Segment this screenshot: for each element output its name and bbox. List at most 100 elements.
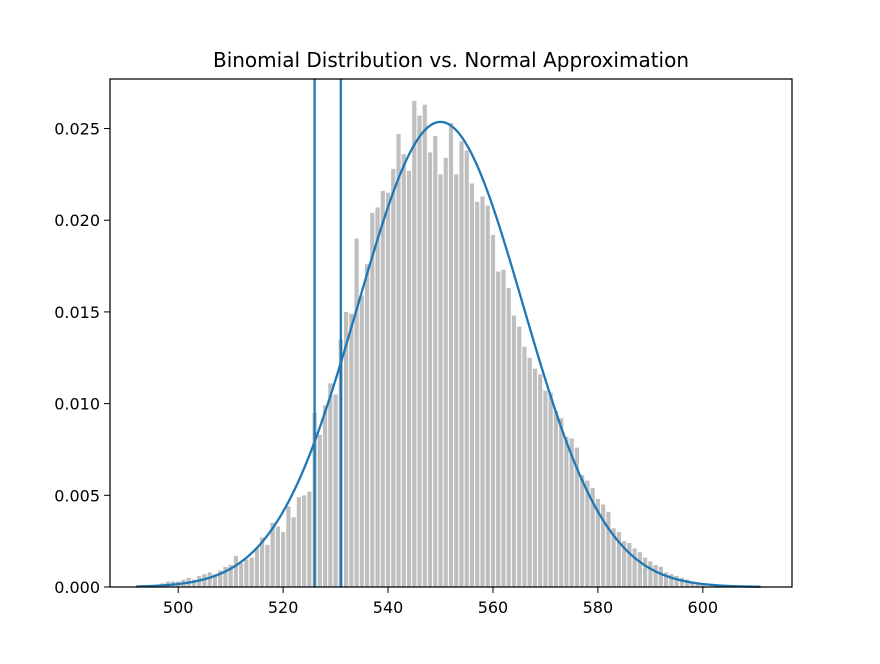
histogram-bar — [254, 548, 259, 587]
histogram-bar — [622, 541, 627, 587]
histogram-bar — [538, 374, 543, 587]
chart-title: Binomial Distribution vs. Normal Approxi… — [213, 48, 689, 72]
histogram-bar — [616, 531, 621, 587]
y-tick-label: 0.015 — [54, 303, 100, 322]
histogram-bar — [480, 196, 485, 587]
histogram-bar — [218, 570, 223, 587]
histogram-bar — [548, 392, 553, 587]
histogram-bar — [511, 315, 517, 587]
y-tick-label: 0.005 — [54, 486, 100, 505]
histogram-bar — [522, 346, 527, 587]
histogram-bar — [249, 557, 254, 587]
histogram-bar — [674, 576, 679, 587]
histogram-bar — [637, 552, 642, 587]
histogram-bar — [585, 480, 590, 587]
histogram-bar — [233, 555, 239, 587]
histogram-bar — [595, 498, 600, 587]
histogram-bar — [417, 115, 422, 588]
histogram-bar — [328, 383, 333, 587]
histogram-bar — [239, 563, 244, 587]
histogram-bar — [601, 504, 606, 587]
bars-layer — [160, 101, 705, 588]
y-tick-label: 0.020 — [54, 211, 100, 230]
histogram-bar — [574, 447, 580, 587]
histogram-bar — [359, 295, 364, 587]
vertical-lines-layer — [313, 79, 342, 587]
x-tick-label: 560 — [478, 598, 509, 617]
histogram-bar — [286, 506, 291, 587]
histogram-bar — [228, 564, 233, 587]
histogram-bar — [564, 436, 569, 587]
histogram-bar — [202, 574, 207, 587]
histogram-bar — [391, 168, 396, 588]
histogram-bar — [438, 174, 443, 588]
histogram-bar — [354, 238, 359, 588]
histogram-bar — [648, 561, 653, 587]
histogram-bar — [695, 583, 700, 587]
y-tick-label: 0.000 — [54, 578, 100, 597]
curve-layer — [136, 120, 761, 588]
histogram-bar — [375, 207, 380, 587]
histogram-bar — [422, 104, 427, 588]
histogram-bar — [385, 192, 391, 587]
x-tick-label: 600 — [688, 598, 719, 617]
histogram-bar — [653, 564, 658, 587]
histogram-bar — [364, 264, 370, 587]
histogram-bar — [296, 497, 301, 587]
histogram-bar — [412, 101, 417, 587]
histogram-bar — [370, 212, 375, 587]
histogram-bar — [212, 574, 218, 587]
histogram-bar — [333, 394, 338, 587]
histogram-bar — [475, 201, 480, 587]
y-axis: 0.000 0.005 0.010 0.015 0.020 0.025 — [54, 120, 110, 597]
histogram-bar — [658, 566, 663, 587]
histogram-bar — [517, 326, 522, 587]
histogram-bar — [317, 434, 322, 587]
histogram-bar — [690, 581, 695, 587]
histogram-bar — [401, 154, 406, 587]
histogram-bar — [527, 357, 532, 587]
histogram-bar — [433, 135, 438, 587]
histogram-bar — [275, 526, 280, 587]
plot-area-frame — [109, 78, 793, 588]
histogram-bar — [427, 152, 433, 588]
histogram-bar — [191, 579, 197, 587]
histogram-bar — [454, 174, 459, 588]
histogram-bar — [590, 487, 595, 587]
histogram-bar — [679, 577, 684, 587]
y-tick-label: 0.010 — [54, 395, 100, 414]
histogram-bar — [611, 528, 616, 587]
histogram-bar — [380, 190, 385, 587]
histogram-bar — [270, 522, 275, 587]
histogram-bar — [302, 495, 307, 587]
histogram-bar — [506, 288, 511, 587]
histogram-bar — [207, 572, 212, 587]
histogram-bar — [469, 183, 475, 587]
histogram-bar — [244, 559, 249, 587]
histogram-bar — [606, 511, 611, 587]
x-axis: 500 520 540 560 580 600 — [163, 587, 718, 617]
histogram-bar — [669, 574, 674, 587]
histogram-bar — [464, 150, 469, 587]
histogram-bar — [532, 368, 538, 587]
histogram-bar — [223, 566, 228, 587]
histogram-bar — [485, 205, 490, 588]
histogram-bar — [260, 537, 265, 587]
histogram-bar — [349, 313, 354, 587]
histogram-bar — [448, 123, 454, 587]
y-tick-label: 0.025 — [54, 120, 100, 139]
histogram-bar — [281, 531, 286, 587]
histogram-bar — [459, 141, 464, 587]
histogram-bar — [443, 157, 448, 588]
x-tick-label: 520 — [268, 598, 299, 617]
histogram-bar — [322, 405, 328, 587]
histogram-bar — [632, 548, 637, 587]
histogram-bar — [501, 269, 506, 587]
histogram-bar — [663, 572, 669, 587]
histogram-bar — [684, 579, 690, 587]
x-tick-label: 540 — [373, 598, 404, 617]
histogram-bar — [559, 418, 564, 587]
histogram-bar — [396, 134, 401, 587]
